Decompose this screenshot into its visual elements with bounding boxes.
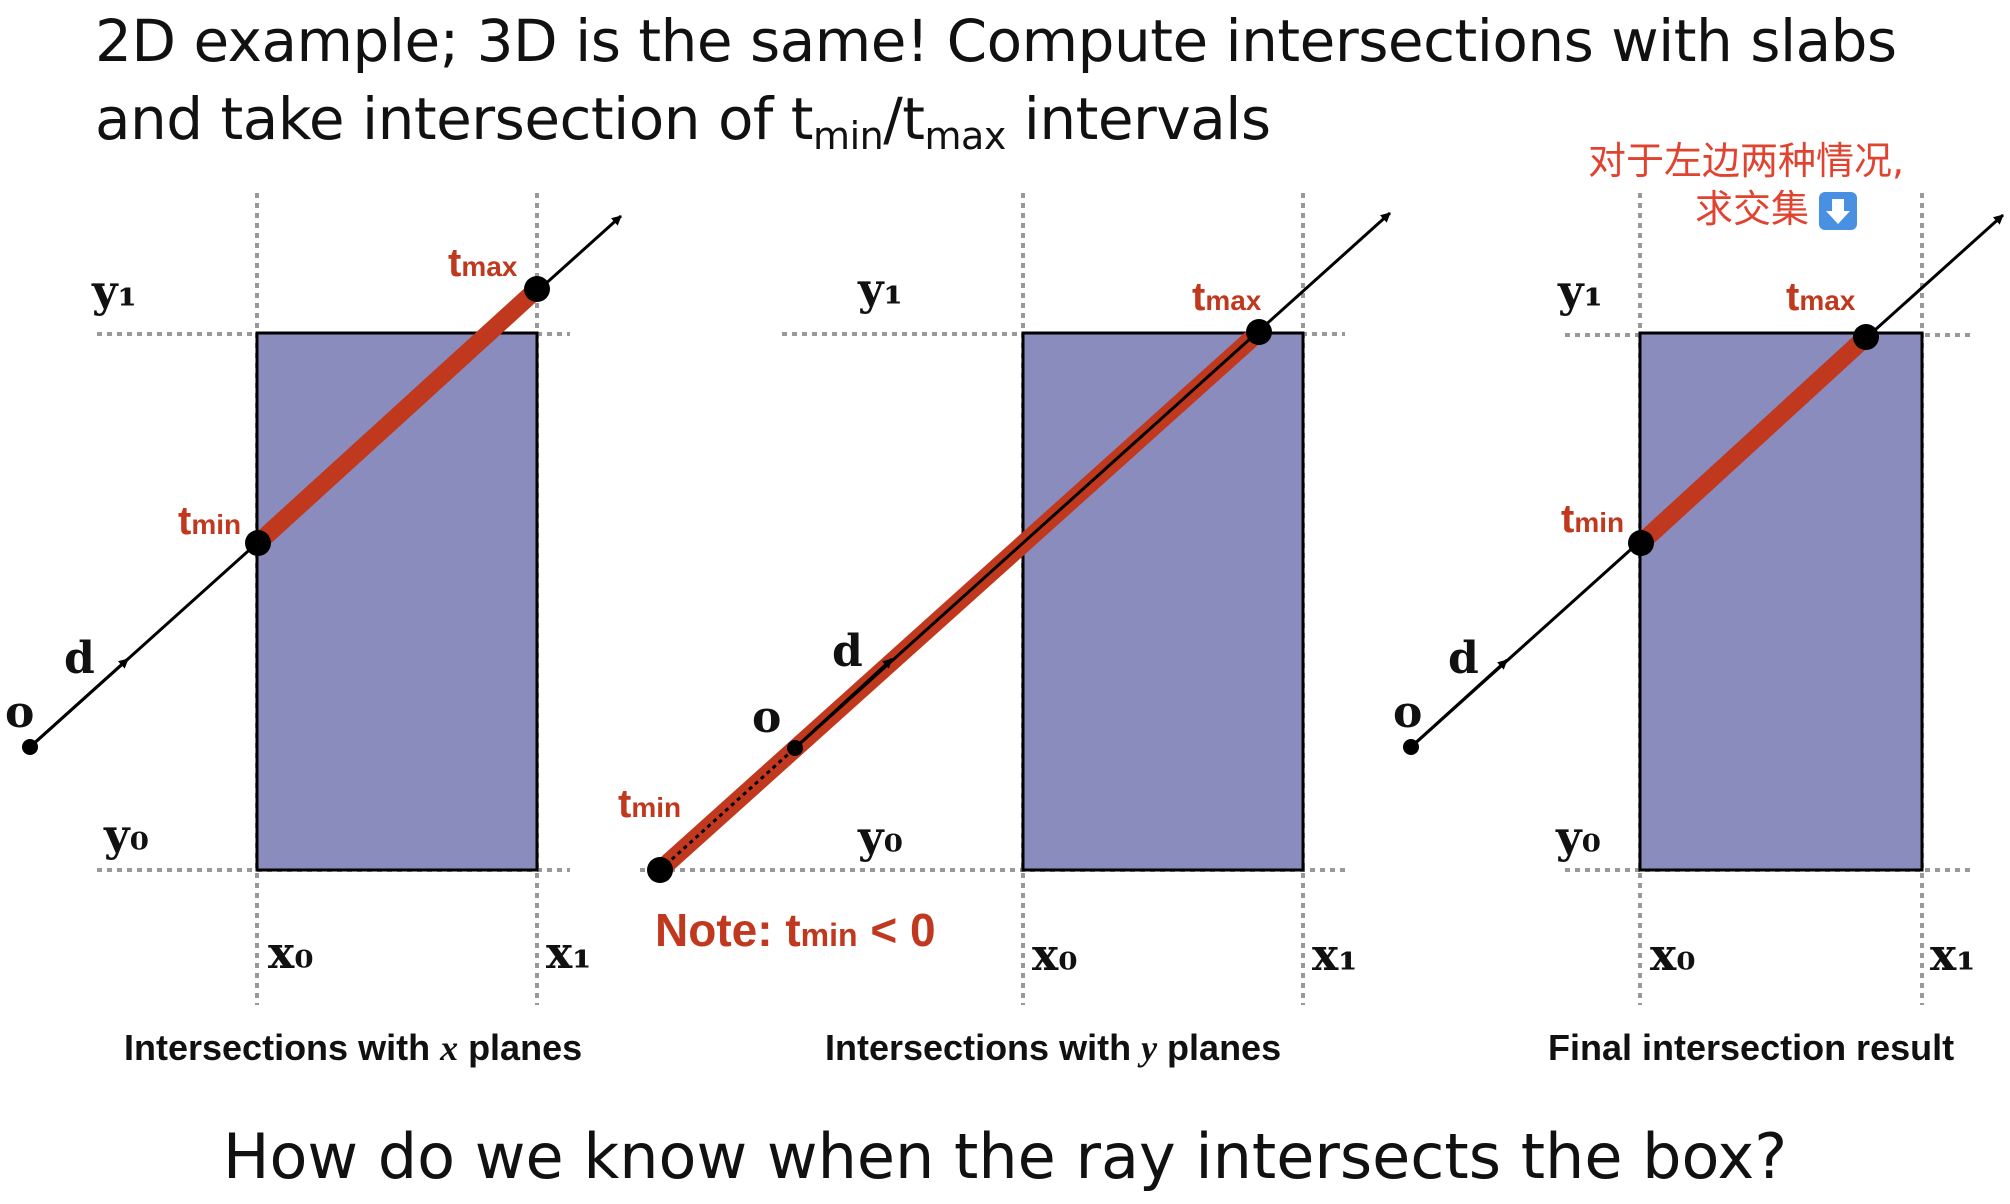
panel-y-planes: o d tmin tmax y₁ y₀ x₀ x₁ Note: tmin < 0… — [618, 193, 1392, 1068]
direction-label: d — [64, 633, 95, 684]
direction-label: d — [1448, 633, 1479, 684]
negative-ray-dotted — [658, 746, 797, 872]
tmin-label: tmin — [178, 499, 241, 543]
x0-label: x₀ — [268, 928, 314, 979]
tmax-label: tmax — [1192, 275, 1262, 319]
origin-label: o — [752, 692, 781, 743]
direction-arrow — [1409, 658, 1509, 749]
x0-label: x₀ — [1032, 930, 1078, 981]
origin-label: o — [1393, 687, 1422, 738]
panel-x-planes: o d tmin tmax y₁ y₀ x₀ x₁ Intersections … — [5, 193, 623, 1068]
tmin-label: tmin — [618, 782, 681, 826]
intersection-segment — [251, 282, 544, 550]
y0-label: y₀ — [103, 810, 149, 861]
tmax-point — [1246, 319, 1272, 345]
origin-point — [787, 740, 803, 756]
y0-label: y₀ — [857, 812, 903, 863]
y1-label: y₁ — [857, 264, 903, 315]
direction-arrow — [28, 657, 130, 749]
intersection-segment — [1634, 330, 1873, 550]
title-line-2: and take intersection of tmin/tmax inter… — [95, 85, 1271, 158]
tmax-label: tmax — [1786, 275, 1856, 319]
caption-final-result: Final intersection result — [1548, 1027, 1954, 1068]
origin-point — [1403, 739, 1419, 755]
tmin-label: tmin — [1561, 497, 1624, 541]
y1-label: y₁ — [91, 266, 137, 317]
bounding-box — [255, 331, 539, 872]
x1-label: x₁ — [1930, 930, 1976, 981]
origin-label: o — [5, 687, 34, 738]
caption-y-planes: Intersections with y planes — [825, 1027, 1281, 1068]
annotation-line-2: 求交集 — [1695, 187, 1809, 231]
origin-point — [22, 739, 38, 755]
tmin-point — [1628, 530, 1654, 556]
direction-label: d — [832, 626, 863, 677]
ray-line — [793, 211, 1392, 750]
note-tmin-negative: Note: tmin < 0 — [655, 904, 936, 956]
tmin-point — [647, 857, 673, 883]
direction-arrow — [793, 657, 894, 750]
tmax-label: tmax — [448, 241, 518, 285]
tmax-point — [524, 276, 550, 302]
x0-label: x₀ — [1650, 930, 1696, 981]
tmin-point — [245, 530, 271, 556]
annotation-line-1: 对于左边两种情况, — [1588, 139, 1904, 183]
panel-final-result: o d tmin tmax y₁ y₀ x₀ x₁ 对于左边两种情况, 求交集 … — [1393, 139, 2005, 1068]
y0-label: y₀ — [1555, 812, 1601, 863]
caption-x-planes: Intersections with x planes — [124, 1027, 582, 1068]
slide-title: 2D example; 3D is the same! Compute inte… — [95, 2, 1975, 158]
tmax-point — [1853, 324, 1879, 350]
x1-label: x₁ — [546, 928, 592, 979]
title-line-1: 2D example; 3D is the same! Compute inte… — [95, 7, 1897, 75]
bottom-question: How do we know when the ray intersects t… — [222, 1120, 1788, 1193]
y1-label: y₁ — [1557, 266, 1603, 317]
x1-label: x₁ — [1312, 930, 1358, 981]
down-arrow-emoji-icon — [1819, 192, 1857, 230]
